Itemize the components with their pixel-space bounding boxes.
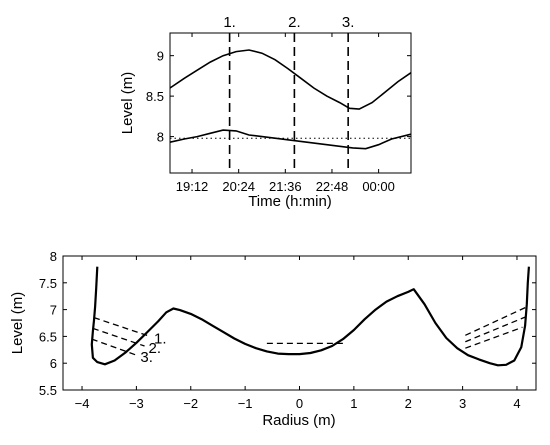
top-marker-label-1: 1.: [223, 14, 236, 31]
bottom-ytick-label: 8: [50, 249, 57, 264]
top-chart-xlabel: Time (h:min): [248, 193, 332, 210]
top-chart-series: [169, 49, 412, 150]
top-chart-markers: 1. 2. 3.: [223, 14, 354, 173]
top-ytick-label: 8.5: [146, 89, 164, 104]
bottom-xtick-label: 4: [513, 396, 520, 411]
bottom-ytick-label: 6.5: [39, 329, 57, 344]
bottom-xtick-label: −2: [183, 396, 198, 411]
left-level-line-3: [91, 338, 137, 356]
right-level-line-3: [465, 326, 523, 349]
bottom-ytick-label: 6: [50, 356, 57, 371]
top-series-line-2: [169, 129, 412, 150]
left-level-label-3: 3.: [140, 349, 153, 366]
surface-profile-line: [90, 266, 530, 367]
top-chart-ticks: 19:12 20:24 21:36 22:48 00:00 8 8.5 9: [146, 33, 411, 194]
bottom-chart-xlabel: Radius (m): [262, 412, 335, 429]
top-xtick-label: 00:00: [362, 179, 395, 194]
top-marker-label-3: 3.: [342, 14, 355, 31]
bottom-xtick-label: 1: [350, 396, 357, 411]
bottom-xtick-label: −4: [75, 396, 90, 411]
bottom-xtick-label: 3: [459, 396, 466, 411]
bottom-chart-series: 1.2.3.: [90, 266, 530, 367]
top-chart: 19:12 20:24 21:36 22:48 00:00 8 8.5 9 1. 2. 3. Ti…: [119, 14, 412, 210]
bottom-xtick-label: 2: [405, 396, 412, 411]
top-xtick-label: 21:36: [269, 179, 302, 194]
left-level-line-2: [92, 327, 145, 347]
top-xtick-label: 22:48: [316, 179, 349, 194]
bottom-ytick-label: 5.5: [39, 383, 57, 398]
bottom-ytick-label: 7.5: [39, 276, 57, 291]
bottom-chart-ylabel: Level (m): [9, 292, 26, 355]
left-level-label-1: 1.: [154, 330, 167, 347]
top-chart-frame: [169, 32, 412, 174]
bottom-chart-ticks: −4 −3 −2 −1 0 1 2 3 4 5.5 6 6.5 7 7.5 8: [39, 249, 536, 411]
bottom-xtick-label: 0: [296, 396, 303, 411]
top-xtick-label: 19:12: [176, 179, 209, 194]
top-series-line-1: [169, 49, 412, 110]
top-marker-label-2: 2.: [288, 14, 301, 31]
top-xtick-label: 20:24: [222, 179, 255, 194]
top-chart-ylabel: Level (m): [119, 72, 136, 135]
bottom-xtick-label: −3: [129, 396, 144, 411]
top-ytick-label: 9: [157, 49, 164, 64]
bottom-xtick-label: −1: [238, 396, 253, 411]
top-ytick-label: 8: [157, 130, 164, 145]
left-level-line-1: [93, 317, 151, 338]
bottom-chart-frame: [62, 255, 537, 391]
right-level-line-2: [465, 316, 526, 343]
left-level-label-2: 2.: [149, 340, 162, 357]
bottom-chart: −4 −3 −2 −1 0 1 2 3 4 5.5 6 6.5 7 7.5 8 1.2.3. Radius …: [9, 249, 537, 429]
bottom-ytick-label: 7: [50, 303, 57, 318]
right-level-line-1: [465, 306, 528, 336]
